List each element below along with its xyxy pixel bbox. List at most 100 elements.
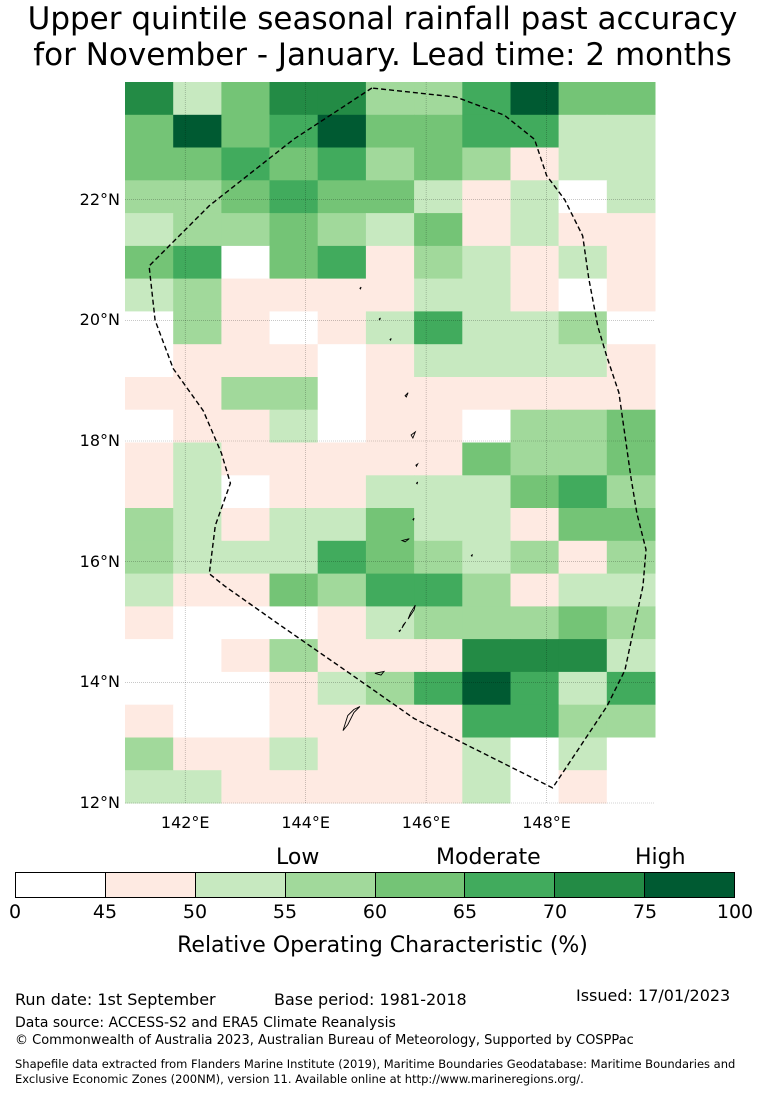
grid-cell — [125, 213, 174, 247]
latitude-label: 20°N — [79, 310, 120, 330]
grid-cell — [462, 475, 511, 509]
grid-cell — [269, 147, 319, 181]
grid-cell — [317, 82, 367, 116]
category-high-label: High — [635, 845, 686, 870]
grid-cell — [462, 540, 511, 575]
grid-cell — [365, 737, 415, 771]
grid-cell — [414, 114, 463, 149]
grid-cell — [269, 540, 319, 575]
grid-cell — [221, 573, 271, 607]
grid-cell — [125, 245, 174, 280]
grid-cell — [365, 278, 415, 312]
grid-cell — [173, 671, 222, 706]
grid-cell — [414, 82, 463, 116]
grid-cell — [462, 278, 511, 312]
grid-cell — [365, 377, 415, 411]
grid-cell — [606, 213, 656, 247]
grid-cell — [269, 573, 319, 607]
grid-cell — [558, 311, 608, 345]
grid-cell — [414, 639, 463, 673]
grid-cell — [365, 475, 415, 509]
grid-cell — [606, 147, 656, 181]
grid-cell — [510, 704, 560, 738]
grid-cell — [558, 442, 608, 476]
grid-cell — [173, 737, 222, 771]
colorbar-tick-label: 0 — [8, 901, 22, 923]
grid-cell — [365, 639, 415, 673]
grid-cell — [558, 180, 608, 214]
grid-cell — [462, 573, 511, 607]
grid-cell — [317, 442, 367, 476]
colorbar-segment — [555, 873, 646, 897]
grid-cell — [317, 737, 367, 771]
colorbar-segment — [16, 873, 106, 897]
grid-cell — [221, 180, 271, 214]
grid-cell — [365, 770, 415, 804]
latitude-label: 22°N — [79, 189, 120, 209]
island-outline — [400, 538, 410, 543]
grid-cell — [317, 213, 367, 247]
grid-cell — [510, 442, 560, 476]
grid-cell — [510, 639, 560, 673]
grid-cell — [510, 409, 560, 443]
grid-cell — [558, 704, 608, 738]
grid-cell — [558, 671, 608, 706]
grid-cell — [173, 180, 222, 214]
grid-cell — [125, 147, 174, 181]
island-outline — [389, 338, 392, 342]
grid-cell — [558, 213, 608, 247]
grid-cell — [414, 671, 463, 706]
grid-cell — [317, 180, 367, 214]
grid-cell — [510, 540, 560, 575]
grid-cell — [606, 770, 656, 804]
grid-cell — [510, 278, 560, 312]
grid-cell — [462, 639, 511, 673]
latitude-label: 12°N — [79, 793, 120, 812]
grid-cell — [510, 213, 560, 247]
grid-cell — [414, 311, 463, 345]
colorbar-segment — [645, 873, 734, 897]
run-date: Run date: 1st September — [15, 990, 216, 1009]
grid-cell — [606, 508, 656, 542]
grid-cell — [606, 737, 656, 771]
grid-cell — [317, 671, 367, 706]
grid-cell — [462, 82, 511, 116]
grid-cell — [606, 409, 656, 443]
grid-cell — [221, 704, 271, 738]
grid-cell — [173, 147, 222, 181]
grid-cell — [510, 475, 560, 509]
island-outline — [415, 481, 419, 485]
colorbar-title: Relative Operating Characteristic (%) — [177, 933, 588, 958]
grid-cell — [606, 573, 656, 607]
grid-cell — [125, 671, 174, 706]
grid-cell — [125, 278, 174, 312]
grid-cell — [462, 508, 511, 542]
map-grid-cells — [125, 82, 656, 804]
grid-cell — [125, 540, 174, 575]
grid-cell — [414, 770, 463, 804]
longitude-label: 148°E — [522, 813, 571, 832]
island-outline — [407, 604, 416, 620]
grid-cell — [558, 409, 608, 443]
grid-cell — [606, 606, 656, 640]
grid-cell — [125, 409, 174, 443]
grid-cell — [173, 573, 222, 607]
grid-cell — [414, 245, 463, 280]
grid-cell — [365, 508, 415, 542]
grid-cell — [365, 442, 415, 476]
grid-cell — [365, 573, 415, 607]
grid-cell — [125, 606, 174, 640]
grid-cell — [173, 639, 222, 673]
grid-cell — [462, 770, 511, 804]
grid-cell — [462, 180, 511, 214]
grid-cell — [125, 704, 174, 738]
grid-cell — [173, 540, 222, 575]
grid-cell — [221, 409, 271, 443]
grid-cell — [414, 344, 463, 378]
grid-cell — [221, 114, 271, 149]
grid-cell — [269, 770, 319, 804]
island-outline — [374, 670, 386, 676]
grid-cell — [173, 344, 222, 378]
data-source: Data source: ACCESS-S2 and ERA5 Climate … — [15, 1015, 396, 1031]
eez-boundary — [148, 87, 647, 789]
